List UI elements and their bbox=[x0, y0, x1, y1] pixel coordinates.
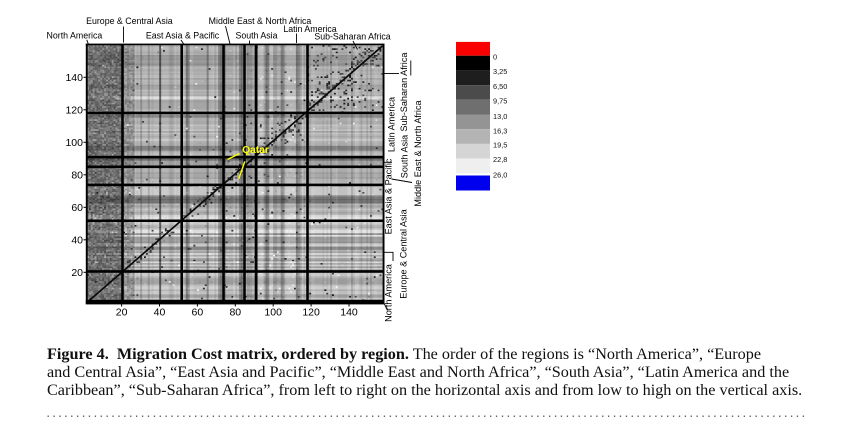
svg-text:80: 80 bbox=[71, 170, 83, 182]
svg-text:Middle East & North Africa: Middle East & North Africa bbox=[413, 99, 423, 206]
svg-text:North America: North America bbox=[47, 31, 103, 41]
svg-text:Latin America: Latin America bbox=[283, 24, 336, 34]
svg-text:120: 120 bbox=[302, 307, 320, 319]
svg-text:0: 0 bbox=[493, 53, 497, 62]
svg-text:East Asia & Pacific: East Asia & Pacific bbox=[384, 158, 394, 234]
svg-text:Middle East & North Africa: Middle East & North Africa bbox=[209, 16, 312, 26]
svg-text:Sub-Saharan Africa: Sub-Saharan Africa bbox=[399, 52, 409, 132]
svg-text:80: 80 bbox=[229, 307, 241, 319]
svg-text:6,50: 6,50 bbox=[493, 82, 507, 91]
svg-text:120: 120 bbox=[65, 105, 83, 117]
svg-text:60: 60 bbox=[71, 202, 83, 214]
svg-text:13,0: 13,0 bbox=[493, 112, 507, 121]
svg-text:North America: North America bbox=[384, 263, 394, 322]
svg-text:40: 40 bbox=[71, 235, 83, 247]
svg-text:140: 140 bbox=[65, 72, 83, 84]
svg-text:19,5: 19,5 bbox=[493, 141, 507, 150]
svg-text:16,3: 16,3 bbox=[493, 127, 507, 136]
svg-text:South Asia: South Asia bbox=[400, 134, 410, 178]
svg-text:100: 100 bbox=[65, 137, 83, 149]
svg-text:3,25: 3,25 bbox=[493, 67, 507, 76]
svg-text:Sub-Saharan Africa: Sub-Saharan Africa bbox=[314, 32, 390, 42]
svg-text:60: 60 bbox=[192, 307, 204, 319]
svg-text:20: 20 bbox=[116, 307, 128, 319]
svg-text:40: 40 bbox=[154, 307, 166, 319]
svg-text:East Asia & Pacific: East Asia & Pacific bbox=[146, 31, 220, 41]
svg-text:100: 100 bbox=[264, 307, 282, 319]
svg-text:22,8: 22,8 bbox=[493, 155, 507, 164]
svg-text:Europe & Central Asia: Europe & Central Asia bbox=[399, 208, 409, 298]
svg-text:9,75: 9,75 bbox=[493, 97, 507, 106]
svg-text:140: 140 bbox=[340, 307, 358, 319]
svg-text:26,0: 26,0 bbox=[493, 171, 507, 180]
svg-text:Qatar: Qatar bbox=[242, 145, 269, 156]
svg-text:Latin America: Latin America bbox=[387, 96, 397, 152]
svg-text:Europe & Central Asia: Europe & Central Asia bbox=[86, 16, 173, 26]
svg-text:20: 20 bbox=[71, 267, 83, 279]
svg-text:South Asia: South Asia bbox=[235, 31, 277, 41]
